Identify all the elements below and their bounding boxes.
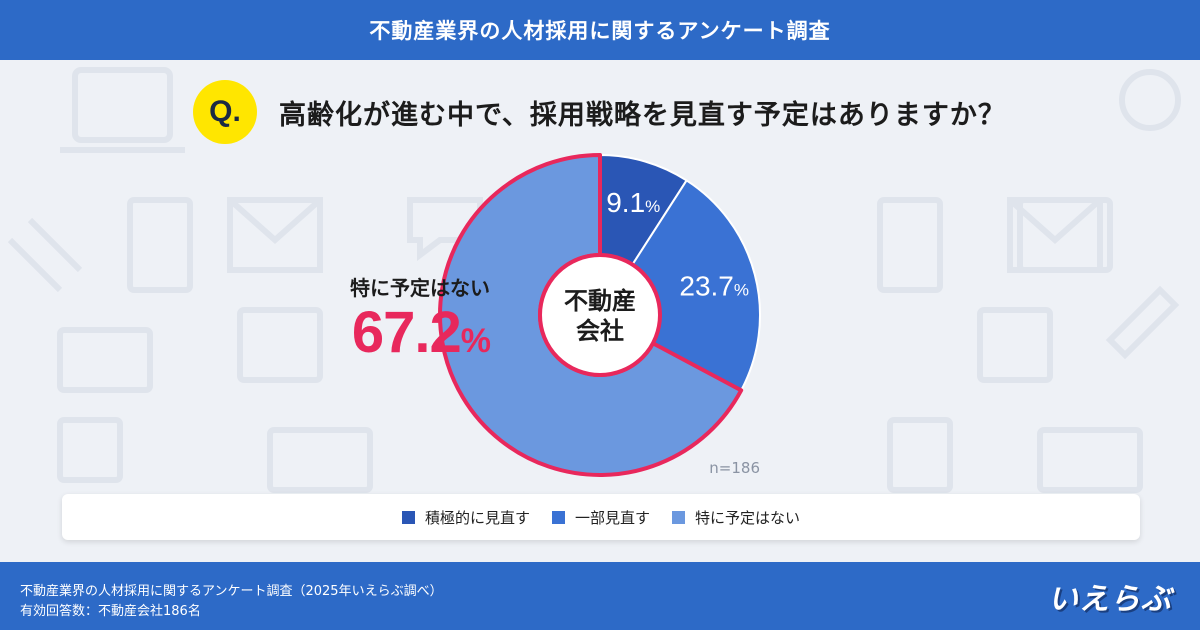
legend: 積極的に見直す 一部見直す 特に予定はない	[62, 494, 1140, 540]
legend-item: 特に予定はない	[672, 507, 800, 528]
header-title: 不動産業界の人材採用に関するアンケート調査	[369, 19, 831, 43]
donut-center	[538, 253, 662, 377]
brand-logo[interactable]: いえらぶ	[1048, 582, 1172, 617]
footer-bar: 不動産業界の人材採用に関するアンケート調査（2025年いえらぶ調べ） 有効回答数…	[0, 562, 1200, 630]
footer-source: 不動産業界の人材採用に関するアンケート調査（2025年いえらぶ調べ）	[20, 584, 443, 599]
callout-unit: %	[460, 322, 491, 360]
question-row: Q. 高齢化が進む中で、採用戦略を見直す予定はありますか？	[193, 80, 1006, 144]
legend-label: 積極的に見直す	[424, 508, 530, 527]
center-label-line: 不動産	[564, 287, 636, 315]
legend-item: 積極的に見直す	[401, 507, 530, 528]
question-badge: Q.	[193, 80, 257, 144]
callout-number: 67.2	[351, 300, 462, 365]
legend-label: 特に予定はない	[695, 508, 801, 527]
legend-swatch	[401, 510, 415, 524]
highlight-callout: 特に予定はない 67.2%	[320, 272, 491, 373]
callout-value: 67.2%	[320, 300, 491, 373]
header-bar: 不動産業界の人材採用に関するアンケート調査	[0, 0, 1200, 60]
background-icons	[7, 67, 1181, 493]
footer-sample-size: 有効回答数：不動産会社186名	[20, 604, 201, 619]
legend-swatch	[672, 510, 685, 524]
question-text: 高齢化が進む中で、採用戦略を見直す予定はありますか？	[279, 99, 1006, 131]
sample-size-label: n=186	[709, 459, 760, 477]
center-label-line: 会社	[576, 317, 624, 345]
legend-item: 一部見直す	[551, 507, 650, 528]
legend-swatch	[551, 510, 565, 524]
callout-label: 特に予定はない	[350, 276, 490, 300]
legend-label: 一部見直す	[574, 508, 650, 527]
